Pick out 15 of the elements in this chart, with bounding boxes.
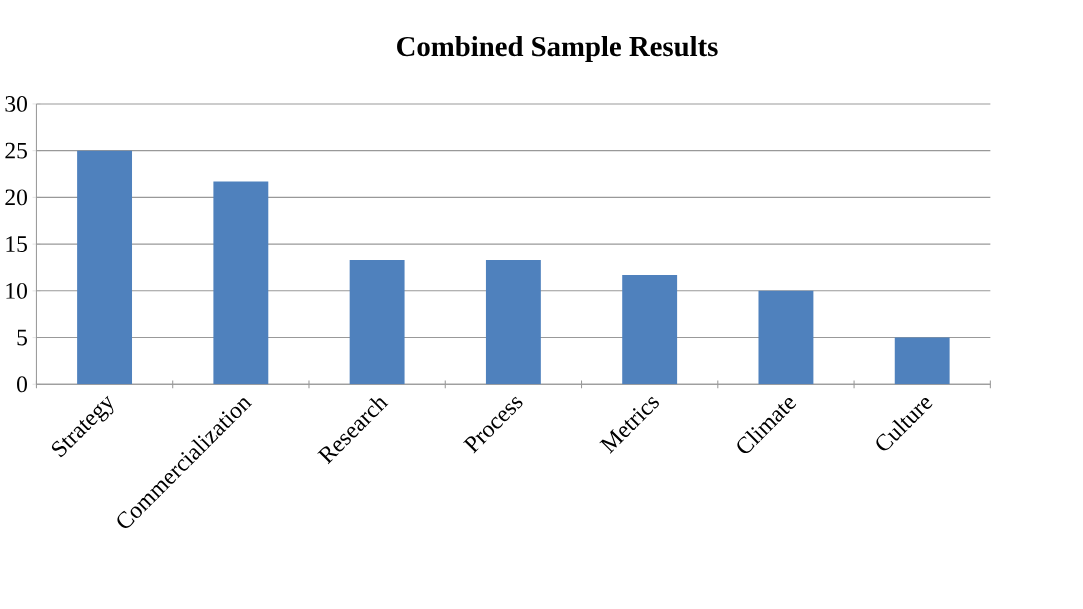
y-tick-label: 0 [17, 376, 27, 393]
y-tick-label: 15 [6, 236, 27, 253]
chart-title: Combined Sample Results [397, 36, 718, 63]
bar [485, 260, 541, 385]
y-tick-label: 30 [5, 96, 27, 112]
bar [622, 275, 678, 385]
y-tick-label: 10 [6, 283, 27, 299]
bar [349, 260, 405, 385]
y-tick-label: 5 [17, 329, 27, 346]
bar [77, 150, 133, 385]
bar [894, 337, 950, 385]
bar [758, 290, 814, 385]
y-tick-label: 20 [5, 189, 27, 206]
bar [213, 181, 269, 385]
y-tick-label: 25 [5, 142, 27, 159]
